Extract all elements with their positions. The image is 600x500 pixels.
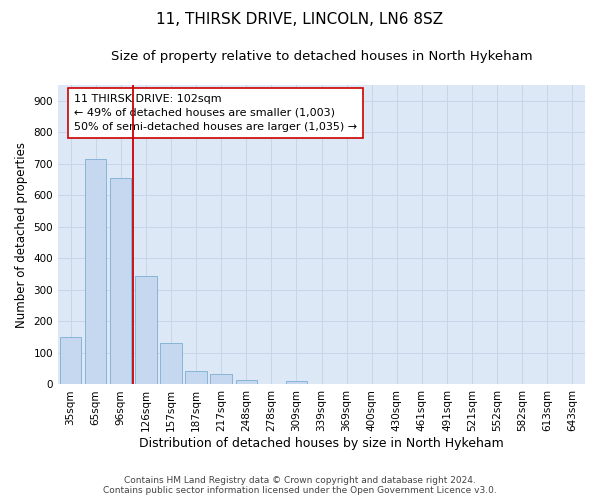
Bar <box>211 374 232 384</box>
Bar <box>135 276 157 384</box>
Text: 11 THIRSK DRIVE: 102sqm
← 49% of detached houses are smaller (1,003)
50% of semi: 11 THIRSK DRIVE: 102sqm ← 49% of detache… <box>74 94 357 132</box>
X-axis label: Distribution of detached houses by size in North Hykeham: Distribution of detached houses by size … <box>139 437 504 450</box>
Text: 11, THIRSK DRIVE, LINCOLN, LN6 8SZ: 11, THIRSK DRIVE, LINCOLN, LN6 8SZ <box>157 12 443 28</box>
Text: Contains HM Land Registry data © Crown copyright and database right 2024.
Contai: Contains HM Land Registry data © Crown c… <box>103 476 497 495</box>
Bar <box>160 344 182 384</box>
Bar <box>60 337 81 384</box>
Bar <box>236 380 257 384</box>
Bar <box>110 178 131 384</box>
Bar <box>185 371 207 384</box>
Bar <box>85 159 106 384</box>
Y-axis label: Number of detached properties: Number of detached properties <box>15 142 28 328</box>
Title: Size of property relative to detached houses in North Hykeham: Size of property relative to detached ho… <box>111 50 532 63</box>
Bar <box>286 382 307 384</box>
